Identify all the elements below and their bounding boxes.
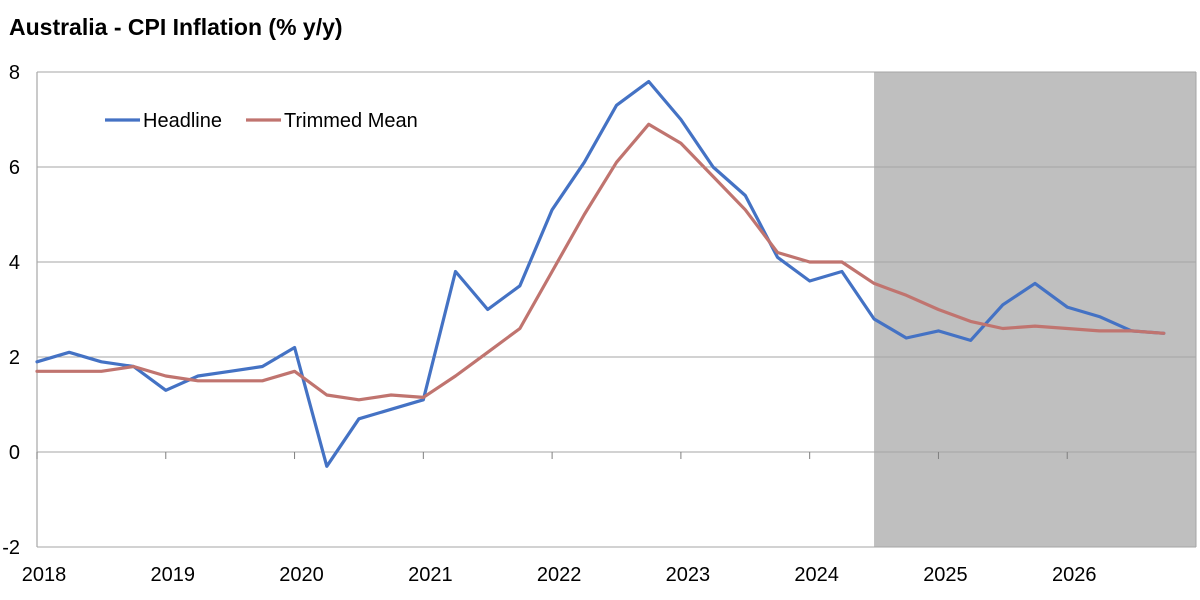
series-line-headline (35, 79, 1166, 468)
x-tick-label: 2022 (537, 564, 582, 586)
y-tick-label: -2 (2, 537, 20, 559)
chart-title: Australia - CPI Inflation (% y/y) (9, 14, 343, 40)
y-tick-label: 8 (9, 62, 20, 84)
x-tick-label: 2019 (151, 564, 196, 586)
y-tick-label: 4 (9, 252, 20, 274)
legend-label: Trimmed Mean (284, 110, 418, 132)
x-tick-label: 2025 (923, 564, 968, 586)
x-tick-label: 2023 (666, 564, 711, 586)
x-tick-label: 2021 (408, 564, 453, 586)
y-tick-label: 2 (9, 347, 20, 369)
series-line-trimmed-mean (35, 122, 1166, 402)
x-tick-label: 2018 (22, 564, 67, 586)
x-tick-label: 2020 (279, 564, 324, 586)
x-tick-label: 2026 (1052, 564, 1097, 586)
y-tick-label: 0 (9, 442, 20, 464)
forecast-shading (874, 72, 1196, 547)
legend-label: Headline (143, 110, 222, 132)
y-tick-label: 6 (9, 157, 20, 179)
x-tick-label: 2024 (794, 564, 839, 586)
